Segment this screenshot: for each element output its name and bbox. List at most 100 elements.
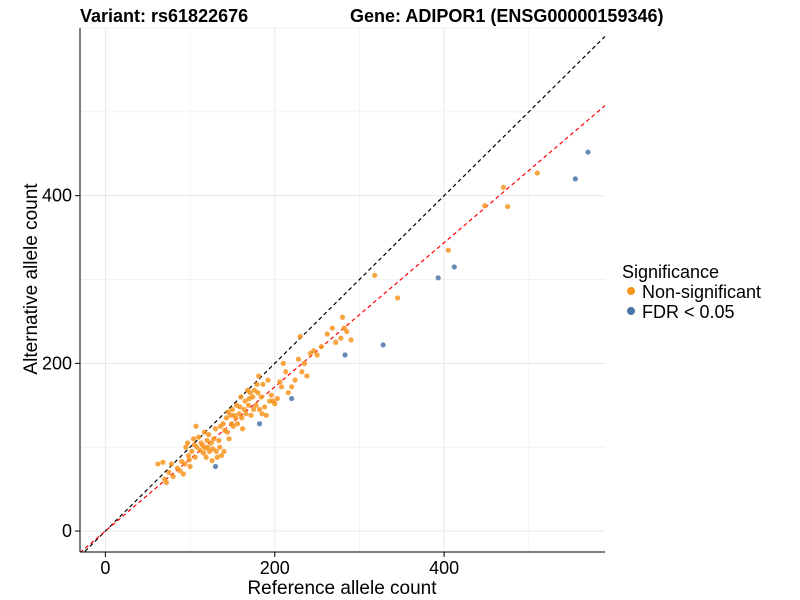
point-non-significant: [221, 448, 227, 454]
point-non-significant: [500, 184, 506, 190]
point-fdr-significant: [256, 421, 263, 427]
point-non-significant: [292, 377, 298, 383]
point-non-significant: [372, 272, 378, 278]
point-non-significant: [289, 384, 295, 390]
point-non-significant: [505, 203, 511, 210]
y-tick-label: 200: [42, 353, 72, 373]
point-non-significant: [245, 402, 252, 408]
chart-title-variant: Variant: rs61822676: [80, 6, 248, 26]
point-non-significant: [203, 454, 209, 460]
point-non-significant: [344, 328, 350, 335]
point-non-significant: [201, 429, 208, 435]
point-fdr-significant: [435, 275, 441, 281]
point-non-significant: [213, 448, 219, 454]
point-non-significant: [192, 454, 198, 460]
point-fdr-significant: [451, 264, 457, 270]
point-non-significant: [297, 333, 303, 340]
point-non-significant: [208, 440, 214, 446]
point-non-significant: [217, 444, 223, 450]
point-non-significant: [318, 343, 324, 350]
point-non-significant: [190, 436, 197, 442]
point-non-significant: [255, 390, 261, 396]
point-non-significant: [248, 412, 254, 418]
legend-marker-fdr: [627, 307, 635, 315]
identity-reference-line: [83, 35, 605, 552]
point-non-significant: [233, 415, 239, 421]
point-non-significant: [168, 461, 175, 467]
point-fdr-significant: [572, 176, 578, 182]
point-non-significant: [242, 398, 248, 404]
point-non-significant: [254, 381, 260, 387]
x-tick-label: 400: [429, 558, 459, 578]
legend-title: Significance: [622, 262, 719, 282]
point-non-significant: [206, 432, 212, 438]
point-non-significant: [260, 381, 266, 387]
point-non-significant: [223, 415, 230, 421]
point-non-significant: [230, 423, 236, 429]
point-non-significant: [304, 373, 310, 379]
point-non-significant: [256, 373, 262, 379]
point-non-significant: [183, 444, 189, 450]
point-non-significant: [193, 423, 199, 429]
point-non-significant: [299, 369, 305, 375]
point-non-significant: [241, 406, 247, 413]
legend-label-fdr: FDR < 0.05: [642, 302, 735, 322]
point-non-significant: [247, 390, 253, 396]
point-non-significant: [195, 434, 202, 440]
point-non-significant: [250, 394, 256, 400]
point-non-significant: [445, 247, 451, 253]
point-fdr-significant: [289, 395, 295, 402]
point-non-significant: [224, 429, 230, 435]
point-non-significant: [261, 404, 268, 410]
point-non-significant: [311, 348, 317, 354]
point-non-significant: [189, 448, 195, 454]
point-non-significant: [295, 356, 302, 362]
point-non-significant: [394, 295, 401, 301]
point-non-significant: [212, 426, 219, 432]
point-non-significant: [177, 468, 183, 474]
point-non-significant: [211, 436, 217, 442]
point-non-significant: [253, 402, 259, 408]
point-non-significant: [338, 335, 344, 341]
legend-label-non-significant: Non-significant: [642, 282, 761, 302]
point-non-significant: [280, 360, 286, 366]
point-non-significant: [265, 377, 271, 383]
axes: 0 200 400 0 200 400: [42, 28, 605, 578]
grid: [80, 27, 605, 552]
point-non-significant: [482, 203, 488, 209]
point-non-significant: [205, 444, 211, 450]
y-axis-label: Alternative allele count: [21, 183, 42, 375]
point-non-significant: [236, 411, 242, 417]
point-non-significant: [339, 314, 346, 320]
point-non-significant: [238, 394, 244, 400]
point-non-significant: [239, 426, 246, 432]
point-non-significant: [263, 412, 269, 418]
point-non-significant: [204, 437, 210, 444]
point-non-significant: [187, 463, 193, 470]
point-fdr-significant: [380, 342, 386, 348]
point-non-significant: [160, 459, 166, 465]
point-non-significant: [201, 450, 207, 456]
point-non-significant: [226, 436, 232, 442]
chart-title-gene: Gene: ADIPOR1 (ENSG00000159346): [350, 6, 663, 26]
point-non-significant: [166, 469, 172, 475]
x-tick-label: 0: [100, 558, 110, 578]
point-non-significant: [234, 421, 241, 427]
point-non-significant: [194, 444, 200, 450]
point-non-significant: [209, 458, 215, 464]
legend-marker-non-significant: [627, 287, 635, 295]
point-non-significant: [314, 352, 320, 358]
point-non-significant: [237, 404, 243, 410]
point-fdr-significant: [212, 463, 219, 470]
point-non-significant: [250, 406, 257, 413]
point-non-significant: [184, 440, 191, 446]
point-fdr-significant: [585, 149, 591, 155]
point-non-significant: [216, 437, 222, 444]
point-fdr-significant: [342, 352, 348, 358]
point-non-significant: [272, 401, 278, 407]
data-points: [155, 149, 591, 486]
x-tick-label: 200: [260, 558, 290, 578]
point-non-significant: [283, 369, 289, 375]
point-non-significant: [182, 461, 188, 467]
